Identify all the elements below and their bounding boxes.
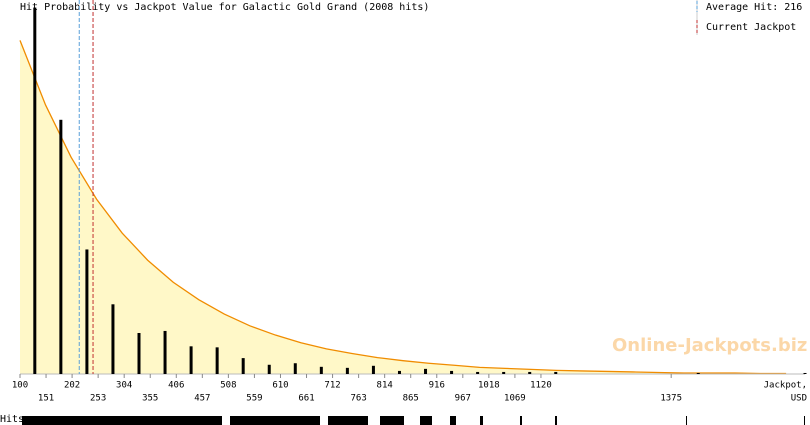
bar [319,366,323,374]
bar [502,371,506,374]
x-tick-label: 559 [246,394,262,404]
bar [293,363,297,374]
bar [345,367,349,374]
bar [476,371,480,374]
x-axis-label: Jackpot, [764,381,807,391]
x-tick-label: 508 [220,381,236,391]
x-tick-label: 763 [350,394,366,404]
x-tick-label: 457 [194,394,210,404]
x-tick-label: 151 [38,394,54,404]
bar [163,330,167,374]
bar [59,119,63,374]
chart-title: Hit Probability vs Jackpot Value for Gal… [20,2,429,13]
x-tick-label: 916 [429,381,445,391]
bar [33,7,37,374]
bar [371,365,375,374]
bar [450,370,454,374]
x-tick-label: 1375 [660,394,682,404]
bar [554,371,558,374]
x-axis-label: USD [791,394,807,404]
bar [137,333,141,374]
x-tick-label: 406 [168,381,184,391]
bar [696,372,700,374]
x-tick-label: 1120 [530,381,552,391]
legend-label: Average Hit: 216 [706,2,802,13]
x-tick-label: 814 [377,381,393,391]
fit-area [20,40,787,375]
x-tick-label: 661 [298,394,314,404]
x-tick-label: 253 [90,394,106,404]
legend-label: Current Jackpot [706,22,796,33]
x-tick-label: 1018 [478,381,500,391]
x-tick-label: 712 [324,381,340,391]
bar [803,372,807,374]
x-tick-label: 100 [12,381,28,391]
bar [267,364,271,374]
x-tick-label: 304 [116,381,132,391]
bar [397,370,401,374]
x-tick-label: 967 [455,394,471,404]
bar [111,304,115,374]
x-tick-label: 355 [142,394,158,404]
rug-label: Hits [0,414,24,425]
bar [424,368,428,374]
hits-rug [22,416,805,425]
bar [85,249,89,374]
watermark: Online-Jackpots.biz [612,335,807,356]
bar [215,347,219,374]
x-tick-label: 202 [64,381,80,391]
fit-curve [19,40,787,375]
bar [528,371,532,374]
x-tick-label: 610 [272,381,288,391]
bar [189,346,193,374]
bar [241,358,245,374]
x-tick-label: 865 [403,394,419,404]
x-tick-label: 1069 [504,394,526,404]
